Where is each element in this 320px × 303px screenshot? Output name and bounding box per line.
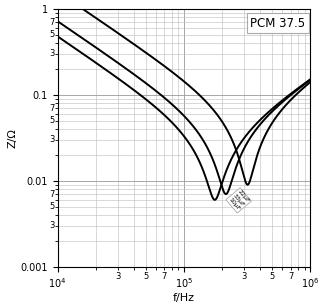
- Text: 3: 3: [50, 135, 55, 144]
- X-axis label: f/Hz: f/Hz: [173, 293, 195, 303]
- Text: 5: 5: [143, 272, 148, 281]
- Text: 5: 5: [50, 30, 55, 39]
- Text: 5: 5: [50, 202, 55, 211]
- Text: PCM 37.5: PCM 37.5: [250, 17, 305, 30]
- Text: 5: 5: [270, 272, 275, 281]
- Text: 22µF
33µF
10µF: 22µF 33µF 10µF: [227, 189, 250, 212]
- Text: 5: 5: [50, 116, 55, 125]
- Text: 7: 7: [288, 272, 293, 281]
- Y-axis label: Z/Ω: Z/Ω: [8, 128, 18, 148]
- Text: 7: 7: [50, 190, 55, 198]
- Text: 3: 3: [50, 49, 55, 58]
- Text: 3: 3: [242, 272, 247, 281]
- Text: 7: 7: [50, 104, 55, 113]
- Text: 7: 7: [50, 18, 55, 27]
- Text: 3: 3: [115, 272, 121, 281]
- Text: 3: 3: [50, 221, 55, 230]
- Text: 7: 7: [162, 272, 167, 281]
